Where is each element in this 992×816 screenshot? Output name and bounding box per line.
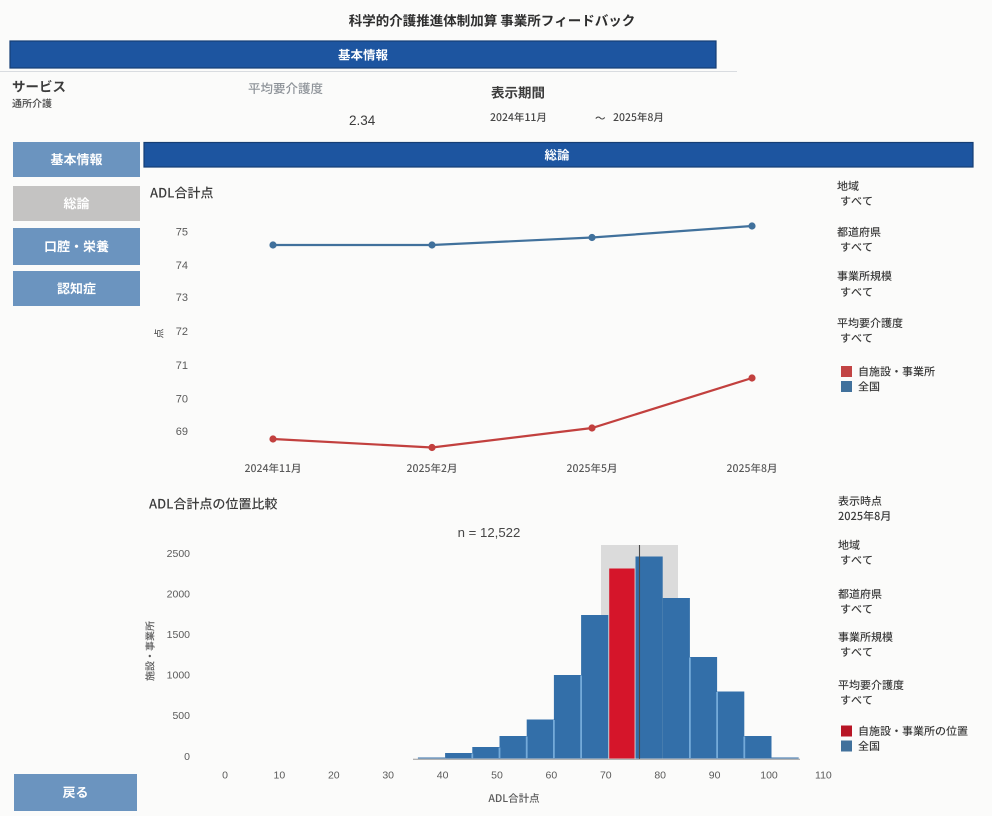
svg-text:500: 500 [172,710,190,722]
svg-text:10: 10 [274,770,286,782]
svg-text:60: 60 [546,770,558,782]
svg-text:90: 90 [709,770,721,782]
svg-text:2000: 2000 [167,588,191,600]
svg-text:1000: 1000 [167,670,191,682]
svg-text:30: 30 [382,770,394,782]
svg-text:73: 73 [176,292,188,304]
svg-text:40: 40 [437,770,449,782]
svg-text:75: 75 [176,227,188,239]
svg-text:70: 70 [176,394,188,406]
svg-text:1500: 1500 [167,629,191,641]
svg-text:2.34: 2.34 [349,113,376,128]
svg-text:71: 71 [176,360,188,372]
svg-text:50: 50 [491,770,503,782]
svg-text:100: 100 [760,770,778,782]
svg-text:80: 80 [654,770,666,782]
svg-text:n = 12,522: n = 12,522 [458,525,521,540]
svg-text:69: 69 [176,426,188,438]
svg-text:0: 0 [184,751,190,763]
svg-text:72: 72 [176,326,188,338]
svg-text:2500: 2500 [167,548,191,560]
svg-text:110: 110 [815,770,832,782]
svg-text:70: 70 [600,770,612,782]
svg-text:74: 74 [176,260,188,272]
svg-text:0: 0 [222,770,228,782]
svg-text:20: 20 [328,770,340,782]
